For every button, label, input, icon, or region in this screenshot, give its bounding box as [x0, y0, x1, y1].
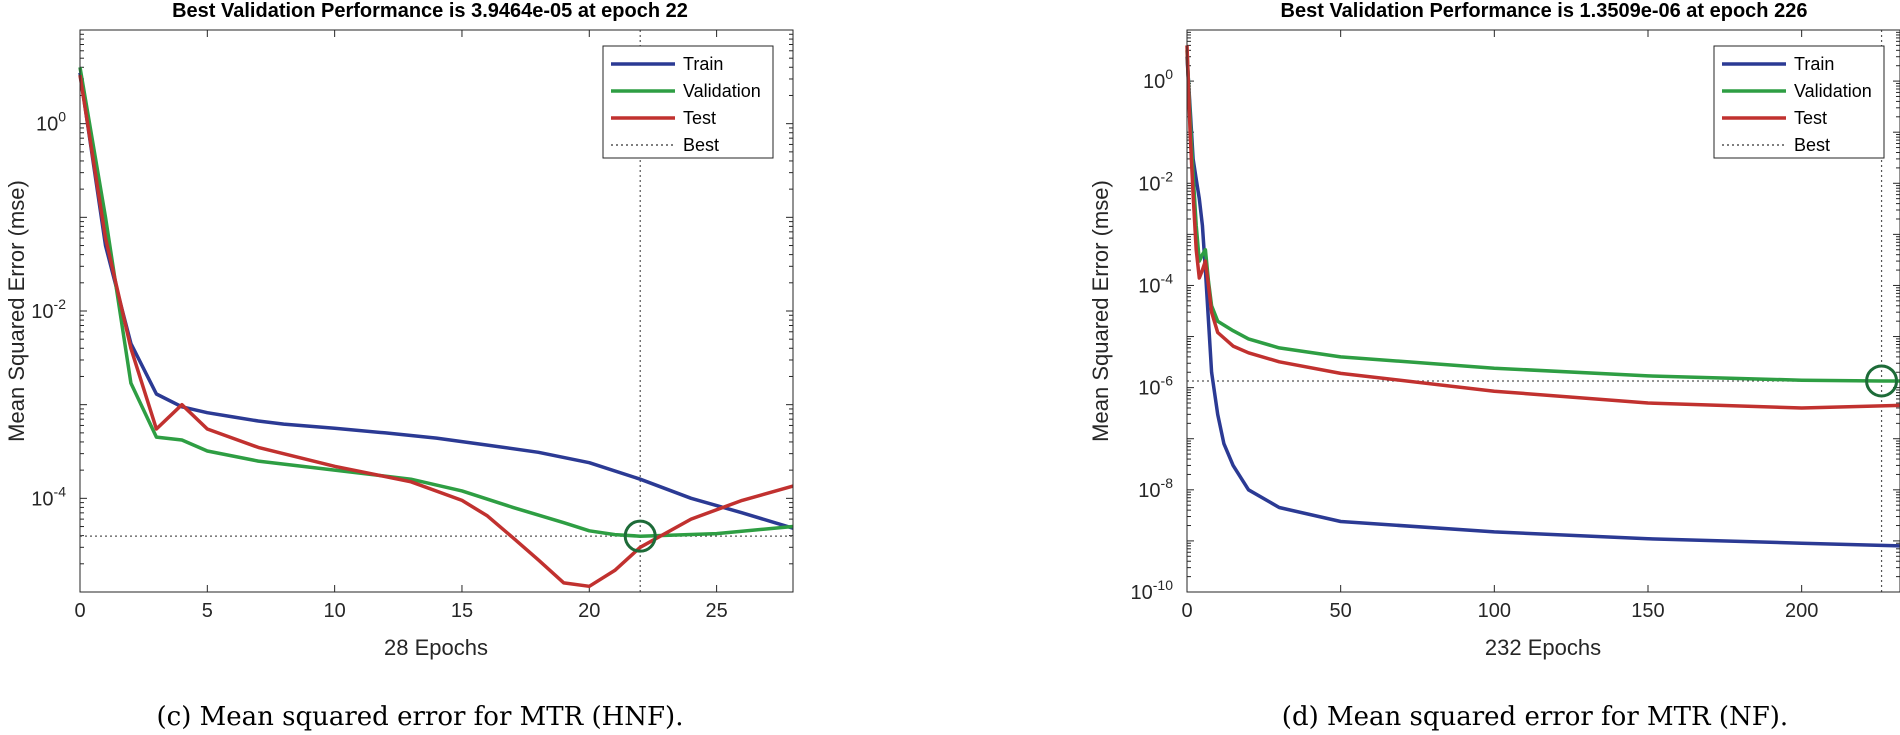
x-tick-label: 50 — [1330, 600, 1352, 622]
x-tick-label: 15 — [451, 600, 473, 622]
legend: Train Validation Test Best — [602, 45, 774, 159]
y-tick-exponent: -10 — [1153, 577, 1173, 593]
y-tick-label: 10-8 — [1138, 475, 1173, 502]
x-tick-label: 5 — [202, 600, 213, 622]
y-tick-base: 10 — [1131, 582, 1153, 604]
y-tick-exponent: -4 — [54, 483, 67, 499]
best-point-marker — [1865, 364, 1899, 398]
best-markers — [1187, 30, 1900, 592]
legend: Train Validation Test Best — [1713, 45, 1885, 159]
legend-validation-label: Validation — [1794, 81, 1872, 101]
x-ticks: 0 5 10 15 20 25 — [74, 30, 728, 622]
legend-train-label: Train — [683, 54, 723, 74]
chart-hnf: Best Validation Performance is 3.9464e-0… — [4, 0, 794, 660]
x-tick-label: 200 — [1785, 600, 1818, 622]
x-tick-label: 20 — [578, 600, 600, 622]
series-train-line — [78, 72, 794, 530]
series-lines — [78, 67, 794, 589]
y-tick-base: 10 — [1138, 173, 1160, 195]
y-tick-exponent: -6 — [1161, 373, 1174, 389]
x-tick-label: 150 — [1631, 600, 1664, 622]
y-tick-label: 10-10 — [1131, 577, 1174, 604]
x-tick-label: 0 — [1181, 600, 1192, 622]
caption-d: (d) Mean squared error for MTR (NF). — [1282, 702, 1788, 732]
y-tick-label: 100 — [1143, 66, 1173, 93]
axes-box — [79, 29, 794, 593]
y-tick-label: 10-6 — [1138, 373, 1173, 400]
x-axis-label: 232 Epochs — [1485, 635, 1601, 660]
y-tick-exponent: -8 — [1161, 475, 1174, 491]
series-test-line — [1185, 45, 1900, 410]
y-tick-exponent: -2 — [54, 296, 67, 312]
y-tick-label: 10-4 — [31, 483, 66, 510]
chart-title: Best Validation Performance is 1.3509e-0… — [1281, 0, 1808, 22]
y-tick-base: 10 — [1143, 71, 1165, 93]
y-tick-exponent: -2 — [1161, 168, 1174, 184]
chart-title: Best Validation Performance is 3.9464e-0… — [172, 0, 688, 22]
y-tick-exponent: -4 — [1161, 270, 1174, 286]
legend-test-label: Test — [1794, 108, 1827, 128]
best-point-marker — [623, 519, 657, 553]
caption-c: (c) Mean squared error for MTR (HNF). — [157, 702, 684, 732]
series-validation-line — [78, 67, 794, 538]
chart-nf: Best Validation Performance is 1.3509e-0… — [1088, 0, 1900, 660]
y-tick-base: 10 — [1138, 275, 1160, 297]
y-tick-label: 10-2 — [1138, 168, 1173, 195]
y-tick-exponent: 0 — [58, 109, 66, 125]
x-tick-label: 100 — [1478, 600, 1511, 622]
y-tick-base: 10 — [1138, 480, 1160, 502]
best-markers — [80, 30, 793, 592]
y-tick-base: 10 — [31, 301, 53, 323]
series-lines — [1185, 45, 1900, 548]
y-axis-label: Mean Squared Error (mse) — [1088, 180, 1113, 442]
legend-test-label: Test — [683, 108, 716, 128]
y-tick-base: 10 — [31, 488, 53, 510]
series-train-line — [1185, 56, 1900, 548]
legend-best-label: Best — [1794, 135, 1830, 155]
x-tick-label: 10 — [324, 600, 346, 622]
axes-box — [1186, 29, 1900, 593]
legend-best-label: Best — [683, 135, 719, 155]
legend-validation-label: Validation — [683, 81, 761, 101]
y-tick-base: 10 — [36, 114, 58, 136]
x-axis-label: 28 Epochs — [384, 635, 488, 660]
x-tick-label: 25 — [705, 600, 727, 622]
y-tick-exponent: 0 — [1165, 66, 1173, 82]
legend-train-label: Train — [1794, 54, 1834, 74]
x-ticks: 0 50 100 150 200 — [1181, 30, 1818, 622]
x-tick-label: 0 — [74, 600, 85, 622]
y-tick-label: 10-4 — [1138, 270, 1173, 297]
y-axis-label: Mean Squared Error (mse) — [4, 180, 29, 442]
y-tick-label: 10-2 — [31, 296, 66, 323]
y-tick-label: 100 — [36, 109, 66, 136]
y-tick-base: 10 — [1138, 378, 1160, 400]
